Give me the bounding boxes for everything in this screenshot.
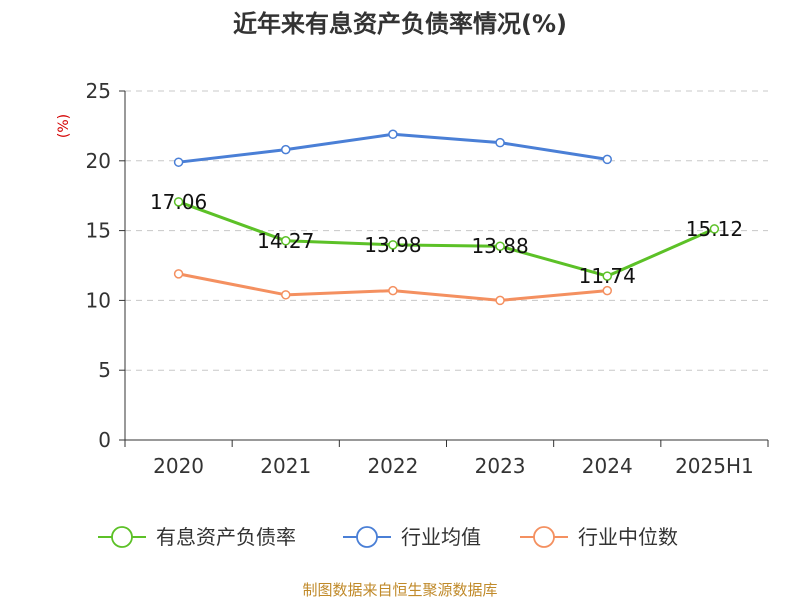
series-1-point-2 bbox=[388, 129, 398, 140]
data-label-4: 11.74 bbox=[579, 264, 636, 288]
y-tick-label-2: 10 bbox=[86, 288, 111, 312]
series-2-point-2 bbox=[388, 285, 398, 296]
series-line-0 bbox=[178, 200, 716, 278]
y-axis-unit: (%) bbox=[56, 114, 72, 138]
x-tick-label-2024: 2024 bbox=[582, 454, 633, 478]
series-0-point-4 bbox=[602, 271, 612, 281]
x-tick-label-2021: 2021 bbox=[260, 454, 311, 478]
data-label-2: 13.98 bbox=[364, 233, 421, 257]
x-tick-label-2022: 2022 bbox=[367, 454, 418, 478]
series-group bbox=[173, 129, 720, 306]
series-0-point-1 bbox=[281, 236, 291, 246]
axes: 0 5 10 15 20 25 2020 2021 2022 2023 2024 2025H1 bbox=[86, 79, 769, 478]
series-0-point-3 bbox=[495, 241, 505, 251]
y-tick-label-3: 15 bbox=[86, 219, 111, 243]
legend-label-1: 行业均值 bbox=[401, 525, 481, 549]
legend-label-0: 有息资产负债率 bbox=[156, 525, 296, 549]
data-label-1: 14.27 bbox=[257, 229, 314, 253]
y-tick-label-1: 5 bbox=[98, 358, 111, 382]
legend-marker-1 bbox=[356, 526, 378, 548]
series-2-point-4 bbox=[602, 285, 612, 296]
data-label-3: 13.88 bbox=[471, 234, 528, 258]
legend-marker-0 bbox=[111, 526, 133, 548]
series-1-point-3 bbox=[495, 137, 505, 148]
y-tick-label-0: 0 bbox=[98, 428, 111, 452]
chart-title: 近年来有息资产负债率情况(%) bbox=[233, 10, 567, 38]
legend-label-2: 行业中位数 bbox=[578, 525, 678, 549]
series-2-point-3 bbox=[495, 295, 505, 306]
series-0-point-0 bbox=[173, 197, 184, 207]
gridlines bbox=[125, 90, 768, 371]
series-1-point-4 bbox=[602, 154, 612, 165]
series-0-point-5 bbox=[709, 224, 720, 234]
x-tick-label-2020: 2020 bbox=[153, 454, 204, 478]
data-label-0: 17.06 bbox=[150, 190, 207, 214]
x-tick-label-2025H1: 2025H1 bbox=[675, 454, 754, 478]
y-tick-label-4: 20 bbox=[86, 149, 111, 173]
series-1-point-0 bbox=[173, 157, 184, 167]
series-2-point-0 bbox=[173, 269, 184, 279]
series-0-point-2 bbox=[388, 240, 398, 250]
data-labels: 17.06 14.27 13.98 13.88 11.74 15.12 bbox=[150, 190, 743, 288]
legend-marker-2 bbox=[533, 526, 555, 548]
series-2-point-1 bbox=[281, 290, 291, 300]
data-label-5: 15.12 bbox=[686, 217, 743, 241]
x-tick-label-2023: 2023 bbox=[475, 454, 526, 478]
legend: 有息资产负债率 行业均值 行业中位数 bbox=[98, 525, 678, 549]
series-1-point-1 bbox=[281, 144, 291, 155]
source-note: 制图数据来自恒生聚源数据库 bbox=[302, 581, 497, 599]
y-tick-label-5: 25 bbox=[86, 79, 111, 103]
